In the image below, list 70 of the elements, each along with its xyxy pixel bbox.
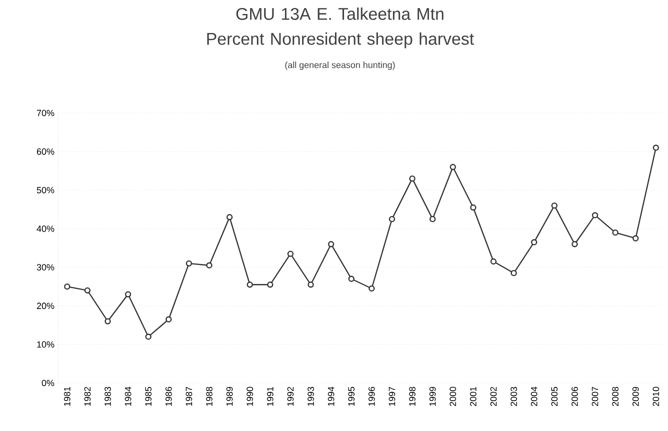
y-tick-label: 60%: [36, 148, 54, 155]
point: [592, 212, 598, 218]
x-tick-label: 2001: [470, 386, 476, 406]
y-tick-label: 70%: [36, 110, 54, 116]
point: [206, 262, 212, 268]
point: [84, 287, 91, 294]
chart-title: GMU 13A E. Talkeetna Mtn Percent Nonresident sheep harvest: [207, 8, 474, 48]
y-tick-label: 40%: [36, 226, 54, 232]
x-tick-label: 1994: [328, 386, 334, 406]
x-tick-label: 1992: [287, 386, 294, 406]
x-tick-label: 1996: [368, 386, 375, 406]
x-tick-label: 1985: [145, 386, 152, 406]
x-tick-label: 2004: [530, 386, 538, 406]
x-tick-label: 1982: [84, 386, 91, 406]
chart-subtitle: (all general season hunting): [285, 62, 395, 70]
point: [450, 164, 456, 170]
point: [348, 276, 354, 282]
point: [64, 283, 70, 290]
point: [287, 250, 294, 257]
point: [510, 270, 517, 276]
x-tick-label: 2010: [652, 386, 660, 406]
point: [104, 318, 111, 324]
x-tick-label: 1983: [104, 386, 111, 406]
y-tick-label: 10%: [37, 341, 54, 348]
point: [368, 285, 375, 292]
x-tick-label: 1989: [226, 386, 233, 406]
x-tick-label: 2002: [490, 386, 497, 406]
x-tick-label: 1990: [246, 386, 254, 406]
x-tick-label: 1999: [429, 386, 436, 406]
x-tick-label: 1988: [206, 386, 212, 406]
point: [124, 291, 132, 298]
point: [470, 204, 476, 211]
x-tick-label: 1993: [308, 386, 314, 406]
point: [226, 214, 233, 220]
x-tick-label: 1998: [409, 386, 416, 406]
point: [409, 175, 416, 182]
point: [551, 202, 558, 209]
point: [652, 144, 660, 151]
x-tick-label: 2009: [632, 386, 639, 406]
y-tick-label: 30%: [36, 264, 54, 270]
point: [145, 334, 152, 340]
x-tick-label: 2008: [612, 386, 618, 406]
x-tick-label: 1981: [64, 386, 70, 406]
x-tick-label: 1997: [388, 386, 396, 406]
y-tick-label: 50%: [36, 186, 54, 194]
x-tick-label: 1986: [165, 386, 172, 406]
x-tick-label: 2000: [450, 386, 456, 406]
point: [430, 216, 436, 222]
point: [490, 258, 497, 265]
point: [186, 260, 192, 267]
x-tick-label: 2007: [592, 386, 598, 406]
point: [572, 241, 578, 248]
x-tick-label: 2006: [572, 386, 578, 406]
point: [388, 216, 396, 222]
x-tick-label: 1987: [186, 386, 192, 406]
x-tick-label: 1984: [124, 386, 132, 406]
point: [267, 282, 274, 288]
y-tick-label: 20%: [36, 302, 54, 310]
point: [612, 229, 618, 236]
point: [531, 239, 538, 246]
x-tick-label: 2003: [510, 386, 517, 406]
point: [308, 282, 314, 288]
point: [246, 282, 253, 288]
point: [328, 241, 334, 248]
y-tick-label: 0%: [42, 380, 54, 386]
x-tick-label: 1995: [348, 386, 355, 406]
x-tick-label: 1991: [266, 386, 274, 406]
x-tick-label: 2005: [551, 386, 558, 406]
point: [632, 235, 639, 242]
point: [166, 316, 172, 322]
